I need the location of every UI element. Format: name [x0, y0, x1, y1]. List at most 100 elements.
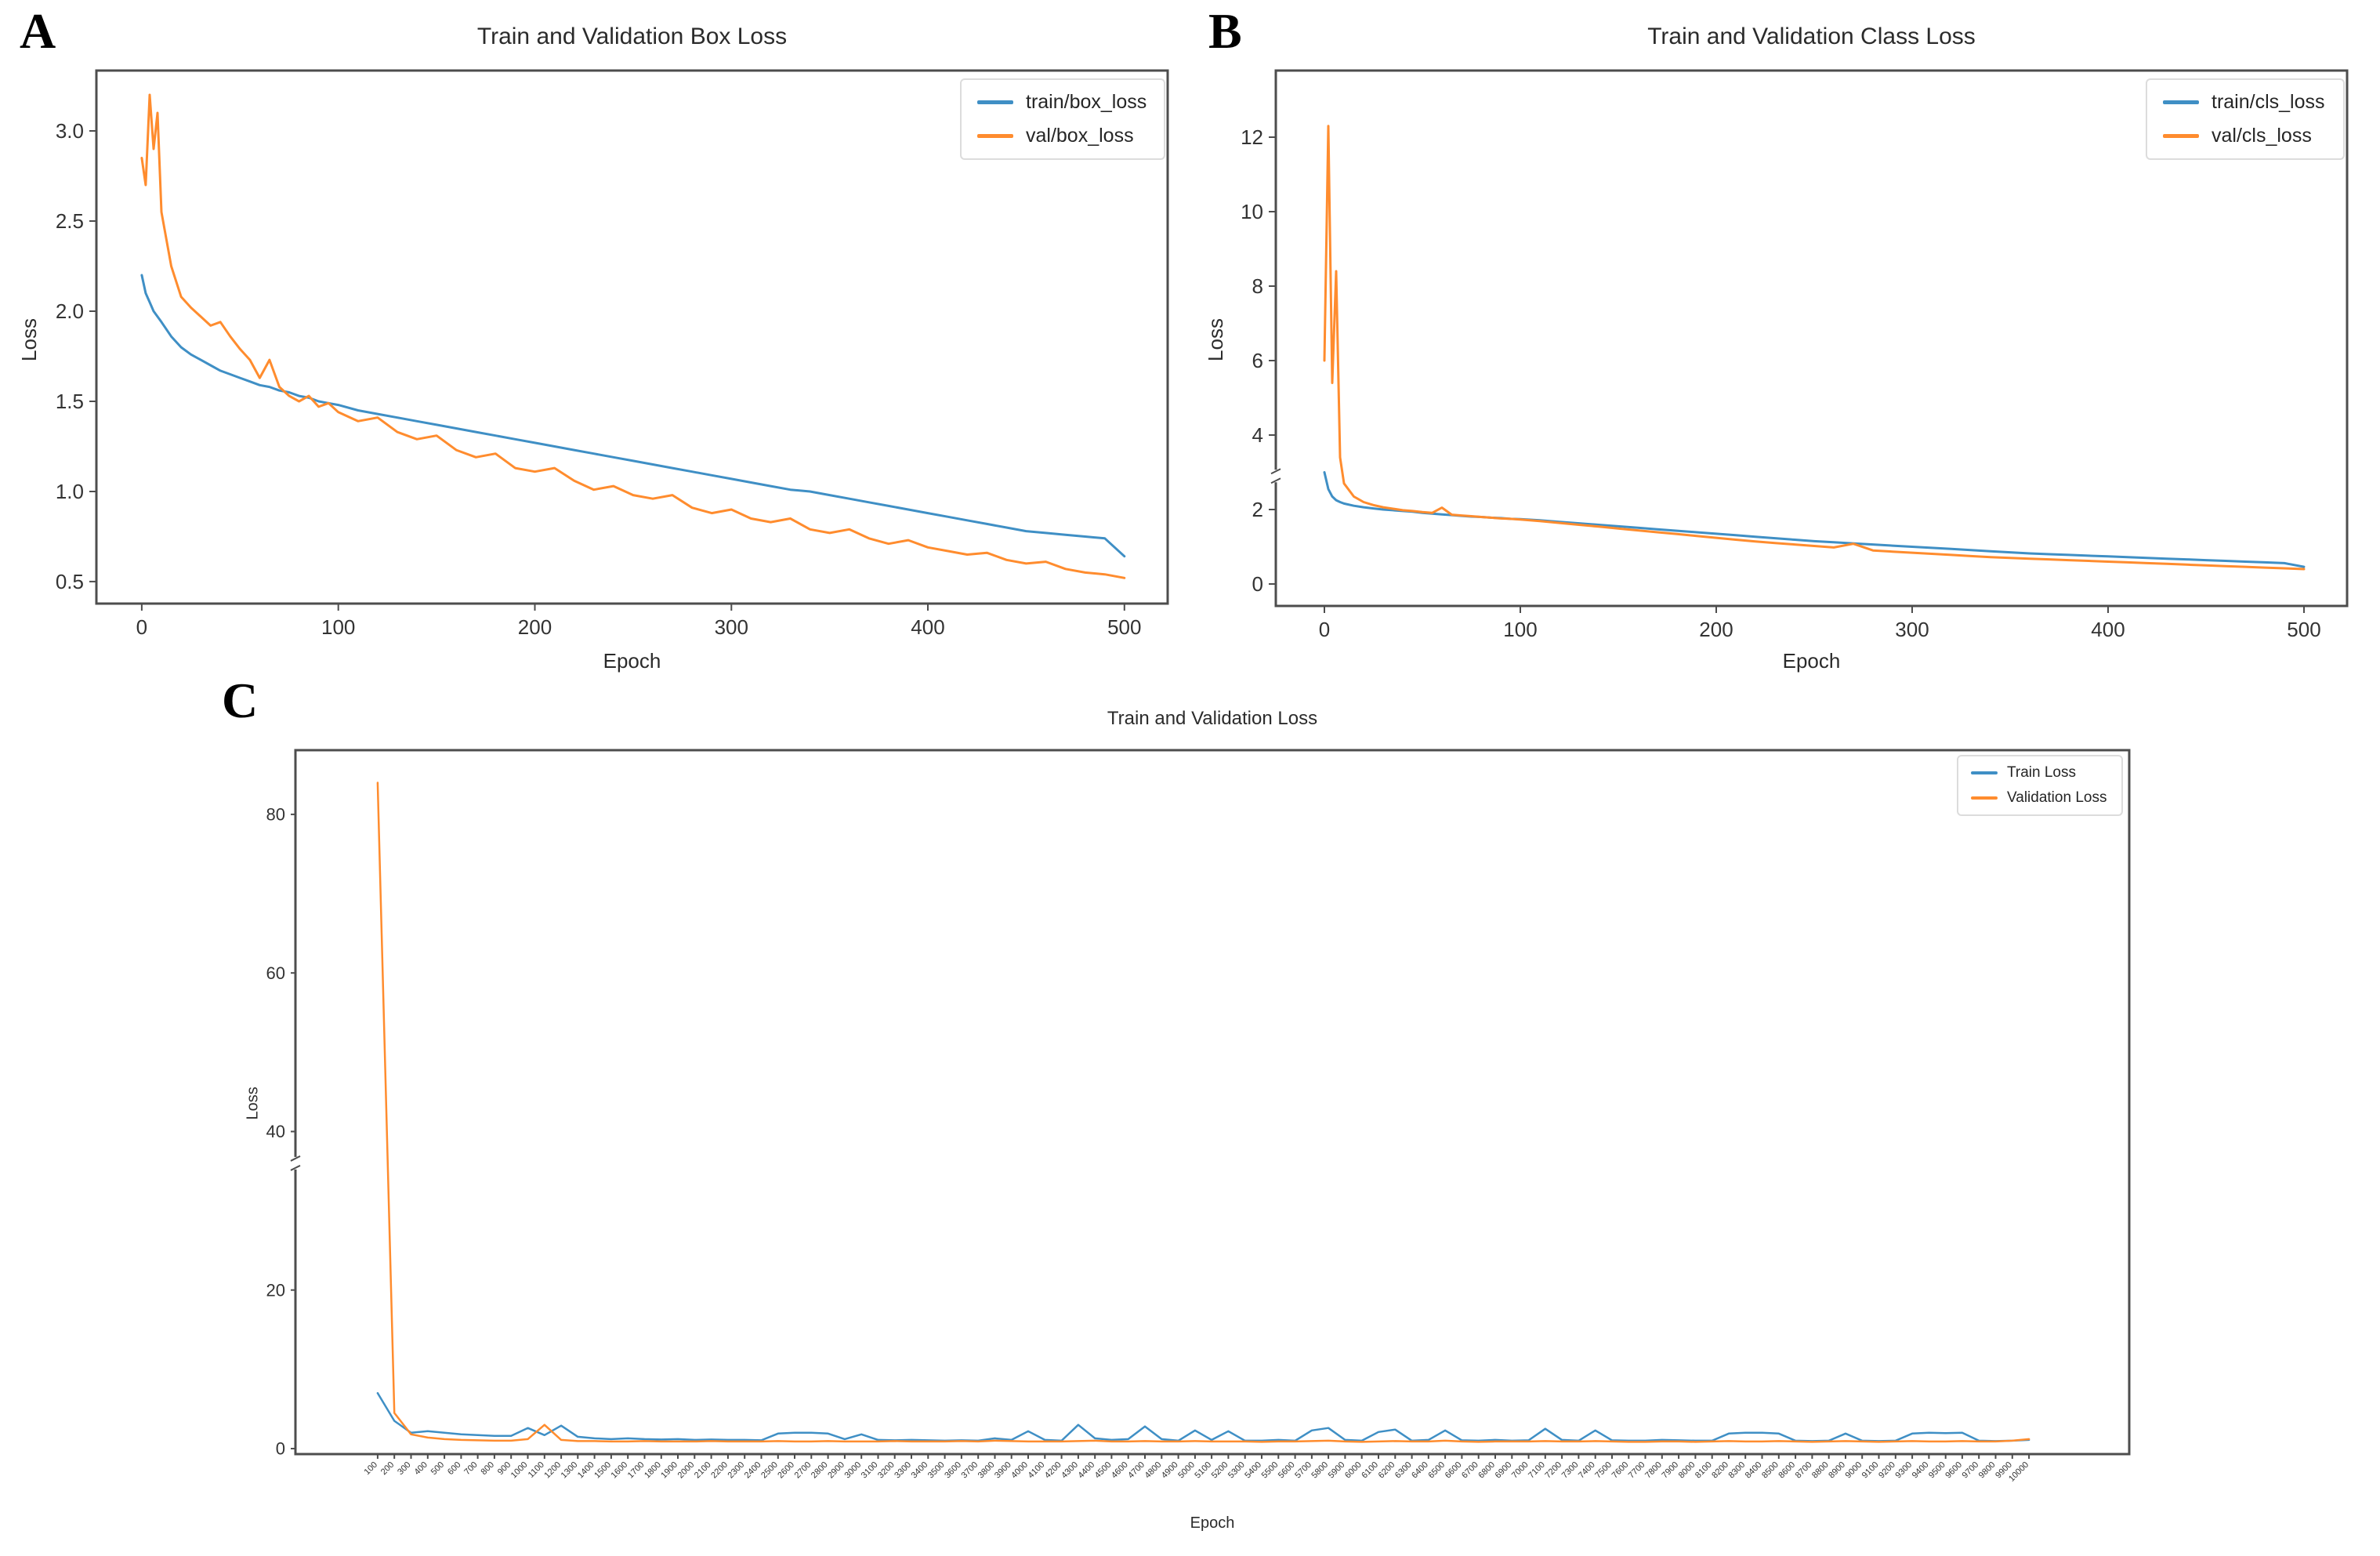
svg-text:4900: 4900 [1160, 1460, 1180, 1481]
svg-text:300: 300 [1895, 618, 1929, 641]
svg-text:3.0: 3.0 [56, 119, 84, 143]
legend-label: Train Loss [2007, 764, 2076, 781]
svg-text:6200: 6200 [1377, 1460, 1397, 1481]
svg-text:1500: 1500 [592, 1460, 613, 1481]
svg-text:4100: 4100 [1027, 1460, 1047, 1481]
svg-text:9400: 9400 [1911, 1460, 1931, 1481]
svg-text:5800: 5800 [1310, 1460, 1330, 1481]
svg-text:1700: 1700 [626, 1460, 647, 1481]
svg-text:8300: 8300 [1727, 1460, 1748, 1481]
svg-text:2600: 2600 [776, 1460, 796, 1481]
svg-text:3400: 3400 [910, 1460, 930, 1481]
svg-text:8700: 8700 [1794, 1460, 1814, 1481]
legend-label: train/box_loss [1026, 91, 1147, 113]
svg-text:12: 12 [1241, 125, 1263, 149]
svg-text:100: 100 [363, 1460, 379, 1477]
svg-text:5400: 5400 [1243, 1460, 1263, 1481]
svg-text:5000: 5000 [1176, 1460, 1197, 1481]
svg-text:6: 6 [1252, 349, 1263, 372]
val-line-swatch [2163, 134, 2199, 138]
svg-text:2900: 2900 [826, 1460, 846, 1481]
svg-text:200: 200 [1699, 618, 1733, 641]
svg-text:7900: 7900 [1660, 1460, 1680, 1481]
svg-text:7000: 7000 [1510, 1460, 1531, 1481]
chart-a-legend: train/box_loss val/box_loss [960, 78, 1165, 160]
svg-text:500: 500 [429, 1460, 446, 1477]
chart-a-title: Train and Validation Box Loss [476, 24, 788, 49]
svg-text:5900: 5900 [1327, 1460, 1347, 1481]
chart-c-xlabel: Epoch [1190, 1514, 1235, 1532]
svg-text:3200: 3200 [876, 1460, 897, 1481]
svg-text:9500: 9500 [1927, 1460, 1947, 1481]
svg-text:4: 4 [1252, 423, 1263, 447]
svg-text:600: 600 [446, 1460, 462, 1477]
svg-text:4000: 4000 [1009, 1460, 1030, 1481]
svg-text:80: 80 [266, 805, 285, 825]
svg-text:3600: 3600 [943, 1460, 963, 1481]
svg-text:500: 500 [2287, 618, 2320, 641]
svg-text:4200: 4200 [1043, 1460, 1063, 1481]
svg-text:8400: 8400 [1744, 1460, 1764, 1481]
svg-text:1600: 1600 [610, 1460, 630, 1481]
svg-text:500: 500 [1107, 615, 1141, 639]
svg-text:3300: 3300 [893, 1460, 913, 1481]
val-line-swatch [977, 134, 1013, 138]
svg-text:5700: 5700 [1293, 1460, 1313, 1481]
svg-text:60: 60 [266, 963, 285, 983]
svg-text:4600: 4600 [1110, 1460, 1130, 1481]
svg-text:1900: 1900 [659, 1460, 679, 1481]
svg-text:9300: 9300 [1893, 1460, 1914, 1481]
panel-label-a: A [20, 3, 56, 59]
legend-item-validation-loss: Validation Loss [1971, 789, 2109, 807]
svg-text:2300: 2300 [726, 1460, 747, 1481]
svg-text:9800: 9800 [1977, 1460, 1998, 1481]
svg-text:6100: 6100 [1360, 1460, 1380, 1481]
svg-text:5600: 5600 [1277, 1460, 1297, 1481]
svg-text:6600: 6600 [1444, 1460, 1464, 1481]
svg-text:9600: 9600 [1943, 1460, 1964, 1481]
svg-text:100: 100 [1503, 618, 1537, 641]
svg-text:800: 800 [480, 1460, 496, 1477]
svg-text:7300: 7300 [1560, 1460, 1581, 1481]
svg-text:4500: 4500 [1093, 1460, 1114, 1481]
svg-text:8800: 8800 [1810, 1460, 1831, 1481]
svg-text:9200: 9200 [1877, 1460, 1897, 1481]
svg-text:6300: 6300 [1393, 1460, 1414, 1481]
svg-text:1.0: 1.0 [56, 480, 84, 503]
legend-item-val-box-loss: val/box_loss [977, 125, 1148, 147]
svg-text:400: 400 [412, 1460, 429, 1477]
svg-text:7400: 7400 [1577, 1460, 1597, 1481]
svg-text:7800: 7800 [1643, 1460, 1664, 1481]
legend-label: val/box_loss [1026, 125, 1134, 147]
svg-text:5500: 5500 [1260, 1460, 1281, 1481]
svg-text:1200: 1200 [542, 1460, 563, 1481]
svg-text:7100: 7100 [1527, 1460, 1547, 1481]
legend-label: Validation Loss [2007, 789, 2107, 806]
svg-text:0.5: 0.5 [56, 570, 84, 593]
svg-text:400: 400 [911, 615, 944, 639]
svg-text:2500: 2500 [759, 1460, 780, 1481]
chart-c-ylabel: Loss [244, 1086, 262, 1120]
svg-text:4800: 4800 [1143, 1460, 1164, 1481]
chart-c-legend: Train Loss Validation Loss [1957, 755, 2123, 816]
svg-text:2200: 2200 [709, 1460, 730, 1481]
svg-text:6700: 6700 [1460, 1460, 1480, 1481]
val-line-swatch [1971, 796, 1998, 800]
svg-text:2.5: 2.5 [56, 209, 84, 233]
svg-text:9700: 9700 [1961, 1460, 1981, 1481]
svg-text:3000: 3000 [843, 1460, 864, 1481]
chart-c-canvas: 0 20 40 60 80 100 200 300 400 500 600 700 800 900 1000… [235, 729, 2210, 1556]
svg-text:3700: 3700 [960, 1460, 980, 1481]
svg-text:1800: 1800 [643, 1460, 663, 1481]
svg-text:8: 8 [1252, 274, 1263, 298]
svg-text:3500: 3500 [926, 1460, 947, 1481]
svg-text:5100: 5100 [1193, 1460, 1213, 1481]
svg-text:8900: 8900 [1827, 1460, 1847, 1481]
svg-text:1400: 1400 [576, 1460, 596, 1481]
svg-text:200: 200 [518, 615, 552, 639]
svg-text:1100: 1100 [527, 1460, 546, 1480]
svg-text:2100: 2100 [693, 1460, 713, 1481]
svg-text:2: 2 [1252, 498, 1263, 521]
svg-text:4300: 4300 [1060, 1460, 1080, 1481]
